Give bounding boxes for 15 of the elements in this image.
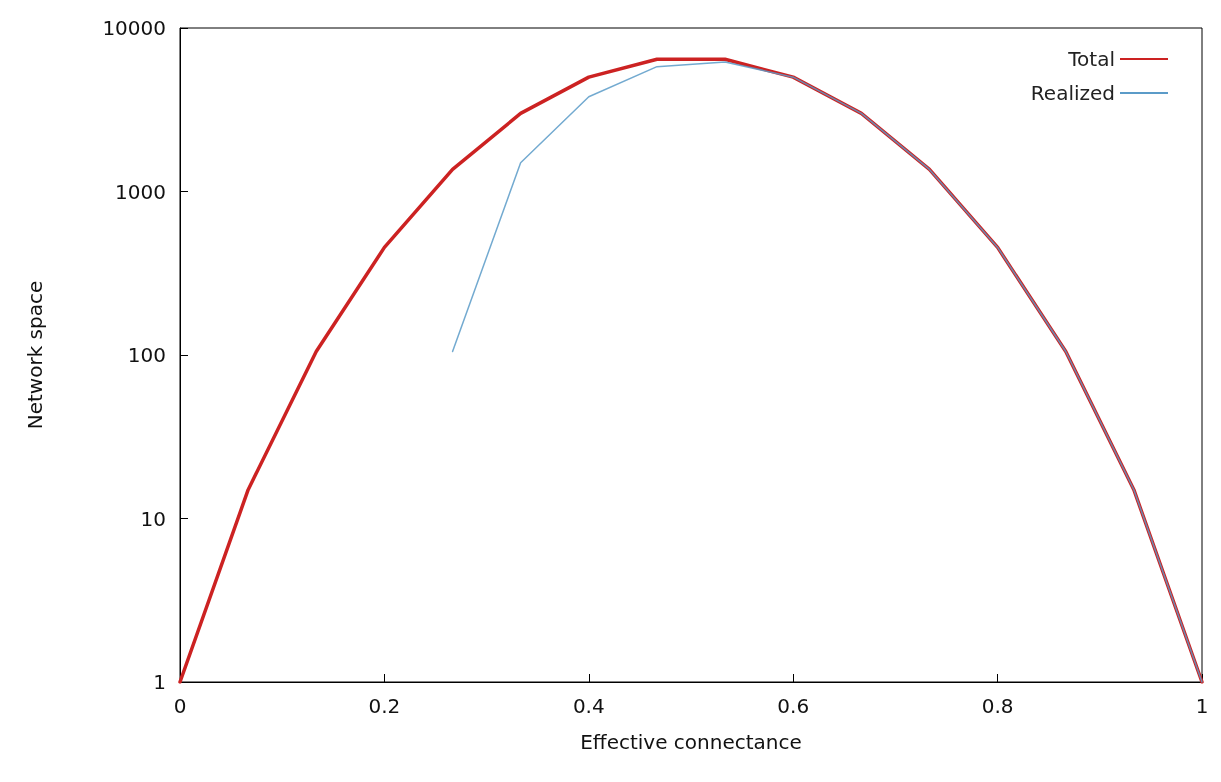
legend-label: Realized <box>1030 81 1115 105</box>
x-tick-label: 0 <box>173 694 187 718</box>
x-axis-title: Effective connectance <box>580 730 802 754</box>
x-tick-label: 1 <box>1195 694 1209 718</box>
y-axis-title: Network space <box>23 280 47 430</box>
legend-label: Total <box>1067 47 1115 71</box>
y-tick-label: 1000 <box>115 179 166 204</box>
y-tick-label: 1 <box>153 670 166 694</box>
x-tick-label: 0.8 <box>981 694 1014 718</box>
y-tick-label: 100 <box>127 343 166 367</box>
x-tick-label: 0.2 <box>368 694 401 718</box>
x-tick-label: 0.6 <box>777 694 810 718</box>
x-tick-label: 0.4 <box>572 694 605 718</box>
y-tick-label: 10000 <box>102 16 166 40</box>
y-tick-label: 10 <box>140 506 166 531</box>
